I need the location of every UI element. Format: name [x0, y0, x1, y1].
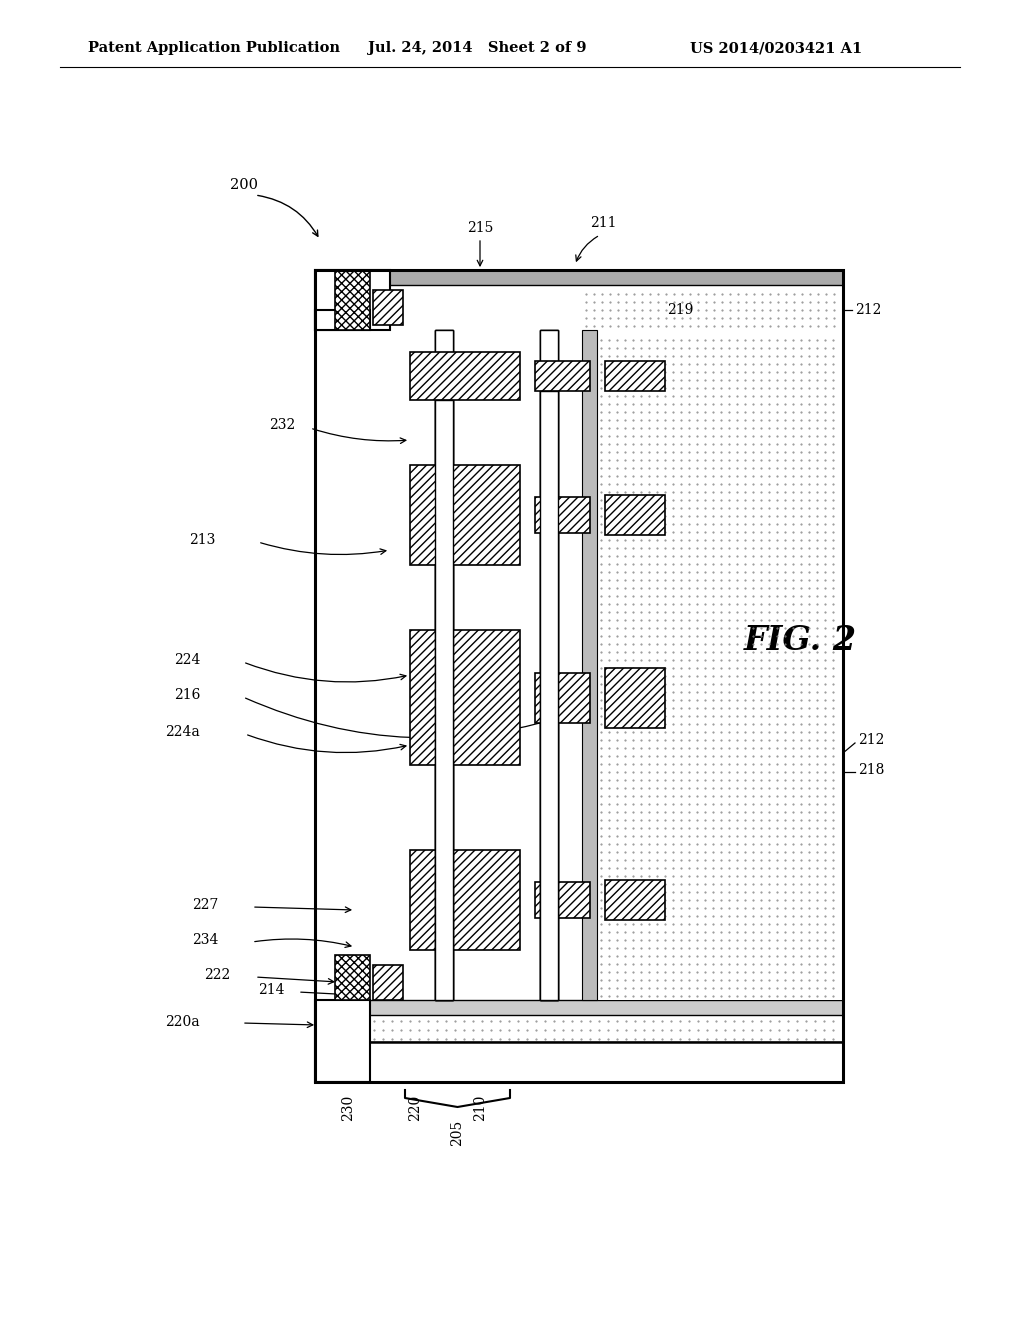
Text: Jul. 24, 2014   Sheet 2 of 9: Jul. 24, 2014 Sheet 2 of 9 — [368, 41, 587, 55]
Text: 200: 200 — [230, 178, 258, 191]
Bar — [605, 668, 665, 729]
Bar — [315, 1001, 370, 1082]
Bar — [315, 285, 582, 330]
Text: 220a: 220a — [165, 1015, 200, 1030]
Text: 210: 210 — [473, 1096, 487, 1122]
Bar — [540, 330, 558, 882]
Text: 234: 234 — [191, 933, 218, 946]
Bar — [315, 310, 370, 330]
Bar — [373, 965, 403, 1001]
Text: 215: 215 — [467, 220, 494, 235]
Text: 219: 219 — [667, 304, 693, 317]
Bar — [540, 917, 558, 1001]
Bar — [315, 271, 843, 1082]
Bar — [315, 271, 390, 330]
Bar — [540, 533, 558, 1001]
Bar — [435, 400, 453, 1001]
Bar — [540, 330, 558, 498]
Text: Patent Application Publication: Patent Application Publication — [88, 41, 340, 55]
Text: 220: 220 — [408, 1096, 422, 1121]
Bar — [315, 330, 843, 1001]
Bar — [605, 880, 665, 920]
Bar — [410, 465, 520, 565]
Bar — [582, 285, 843, 330]
Bar — [410, 630, 520, 766]
Bar — [373, 290, 403, 325]
Text: 211: 211 — [590, 216, 616, 230]
Bar — [435, 330, 453, 850]
Bar — [335, 271, 370, 330]
Text: 232: 232 — [268, 418, 295, 432]
Bar — [540, 391, 558, 1001]
Text: 213: 213 — [188, 533, 215, 546]
Bar — [535, 882, 590, 917]
Bar — [315, 271, 843, 1082]
Text: 214: 214 — [258, 983, 285, 997]
Bar — [315, 1041, 843, 1082]
Bar — [535, 673, 590, 723]
Bar — [435, 330, 453, 630]
Bar — [315, 1015, 843, 1041]
Bar — [410, 850, 520, 950]
Text: 218: 218 — [858, 763, 885, 777]
Text: 227: 227 — [191, 898, 218, 912]
Text: 212: 212 — [855, 304, 882, 317]
Text: 222: 222 — [204, 968, 230, 982]
Bar — [535, 360, 590, 391]
Bar — [605, 495, 665, 535]
Text: 230: 230 — [341, 1096, 355, 1121]
Bar — [435, 766, 453, 1001]
Text: 205: 205 — [451, 1119, 465, 1146]
Bar — [605, 360, 665, 391]
Text: 224: 224 — [174, 653, 200, 667]
Bar — [582, 330, 597, 1001]
Bar — [540, 330, 558, 673]
Bar — [410, 352, 520, 400]
Bar — [597, 330, 843, 1001]
Bar — [435, 330, 453, 465]
Bar — [435, 565, 453, 1001]
Text: US 2014/0203421 A1: US 2014/0203421 A1 — [690, 41, 862, 55]
Bar — [335, 954, 370, 1001]
Bar — [435, 950, 453, 1001]
Text: 224a: 224a — [165, 725, 200, 739]
Bar — [540, 723, 558, 1001]
Bar — [315, 1001, 843, 1015]
Text: FIG. 2: FIG. 2 — [743, 623, 856, 656]
Text: 216: 216 — [174, 688, 200, 702]
Bar — [535, 498, 590, 533]
Text: 212: 212 — [858, 733, 885, 747]
Bar — [315, 271, 843, 285]
